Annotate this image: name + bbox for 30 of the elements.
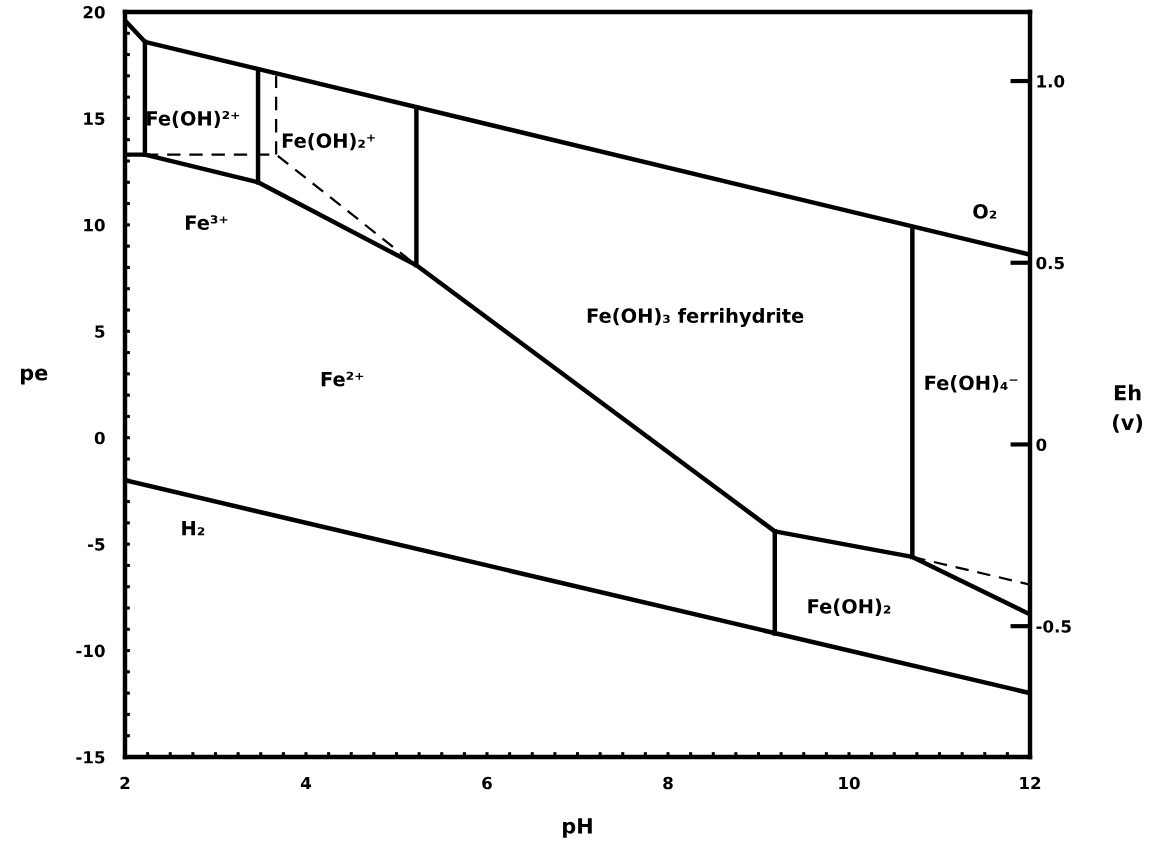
y-tick-label: 0 (94, 431, 105, 445)
y2-tick-label: 0 (1036, 438, 1047, 452)
y2-tick-label: -0.5 (1036, 620, 1071, 633)
annotation: O₂ (973, 204, 997, 219)
y2-tick-label: 1.0 (1037, 75, 1065, 88)
annotation: Fe(OH)₃ ferrihydrite (587, 307, 804, 327)
y-tick-label: 5 (95, 325, 105, 338)
y-tick-label: -5 (87, 538, 105, 551)
y2-tick-label: 0.5 (1036, 256, 1064, 270)
x-tick-label: 2 (120, 776, 130, 790)
annotation: Fe(OH)²⁺ (147, 110, 240, 128)
annotation: Fe²⁺ (321, 371, 364, 387)
annotation: Fe³⁺ (186, 215, 228, 230)
y-tick-label: 10 (84, 218, 105, 232)
y-tick-label: -15 (76, 751, 105, 764)
y-tick-label: -10 (76, 644, 105, 658)
x-tick-label: 8 (663, 776, 673, 790)
x-tick-label: 12 (1020, 776, 1041, 790)
x-axis-title: pH (563, 818, 592, 838)
y-tick-label: 20 (83, 5, 105, 19)
annotation: H₂ (182, 520, 205, 536)
annotation: Fe(OH)₂ (808, 598, 891, 616)
y-axis-title: pe (21, 368, 48, 385)
y2-axis-title: Eh (v) (1113, 384, 1143, 433)
x-tick-label: 4 (300, 776, 312, 790)
x-tick-label: 10 (839, 776, 860, 790)
x-tick-label: 6 (482, 776, 492, 790)
y-tick-label: 15 (84, 112, 105, 125)
annotation: Fe(OH)₄⁻ (925, 375, 1018, 393)
annotation: Fe(OH)₂⁺ (282, 132, 375, 151)
